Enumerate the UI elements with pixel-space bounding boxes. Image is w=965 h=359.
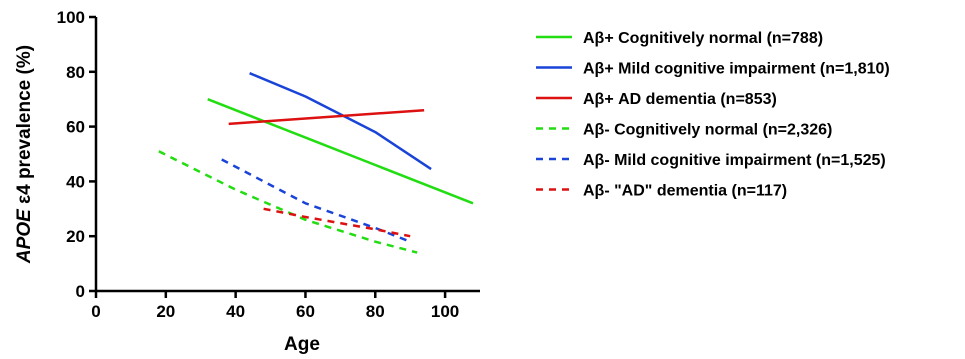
plot-area <box>158 72 474 254</box>
legend-label-2: Aβ+ Mild cognitive impairment (n=1,810) <box>583 61 890 78</box>
y-tick-label: 60 <box>66 118 85 137</box>
y-tick-label: 100 <box>57 8 85 27</box>
x-tick-label: 20 <box>156 302 175 321</box>
legend-label-4: Aβ- Cognitively normal (n=2,326) <box>583 122 832 139</box>
legend-label-5: Aβ- Mild cognitive impairment (n=1,525) <box>583 152 886 169</box>
y-axis-title-italic: APOE <box>14 208 35 264</box>
series-line-6 <box>263 207 411 238</box>
y-ticks: 0 20 40 60 80 100 <box>57 8 96 301</box>
y-axis-title: APOE ε4 prevalence (%) <box>14 45 35 264</box>
x-ticks: 0 20 40 60 80 100 <box>91 291 459 321</box>
series-line-4 <box>158 150 418 254</box>
legend-label-1: Aβ+ Cognitively normal (n=788) <box>583 30 823 47</box>
x-tick-label: 0 <box>91 302 100 321</box>
y-tick-label: 80 <box>66 63 85 82</box>
series-line-5 <box>221 158 411 243</box>
legend-label-6: Aβ- "AD" dementia (n=117) <box>583 183 787 200</box>
legend: Aβ+ Cognitively normal (n=788) Aβ+ Mild c… <box>536 30 890 200</box>
y-axis-title-rest: ε4 prevalence (%) <box>14 45 35 209</box>
series-line-1 <box>207 98 474 205</box>
x-tick-label: 80 <box>366 302 385 321</box>
x-tick-label: 100 <box>431 302 459 321</box>
x-axis-title: Age <box>284 334 320 355</box>
y-tick-label: 40 <box>66 172 85 191</box>
y-tick-label: 0 <box>76 282 85 301</box>
legend-label-3: Aβ+ AD dementia (n=853) <box>583 91 777 108</box>
x-tick-label: 40 <box>226 302 245 321</box>
series-line-3 <box>228 108 425 126</box>
x-tick-label: 60 <box>296 302 315 321</box>
series-line-2 <box>249 72 432 171</box>
y-tick-label: 20 <box>66 227 85 246</box>
